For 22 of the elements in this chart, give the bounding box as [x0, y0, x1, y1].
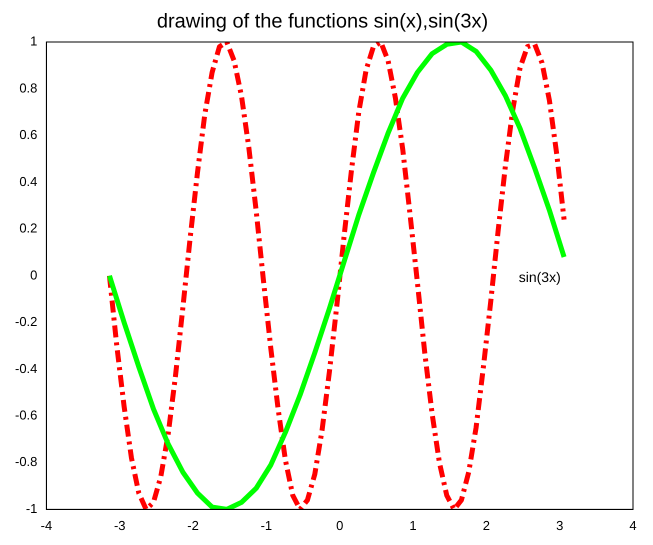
y-tick-label: -0.2 — [14, 314, 38, 330]
x-tick-label: 1 — [409, 518, 417, 533]
y-tick-label: -1 — [26, 500, 38, 516]
y-tick-label: -0.6 — [14, 408, 38, 422]
x-tick-label: -1 — [260, 518, 272, 533]
x-tick-label: 4 — [629, 518, 637, 533]
x-tick-label: -3 — [114, 518, 126, 533]
chart-title: drawing of the functions sin(x),sin(3x) — [156, 10, 488, 33]
x-tick-label: 0 — [336, 518, 344, 533]
x-tick-label: 2 — [482, 518, 490, 533]
y-tick-label: -0.4 — [14, 360, 38, 376]
y-tick-label: 1 — [30, 34, 38, 49]
x-tick-label: -2 — [187, 518, 199, 533]
y-tick-label: -0.8 — [14, 454, 38, 470]
x-tick-label: -4 — [40, 518, 52, 533]
x-tick-label: 3 — [556, 518, 564, 533]
y-tick-label: 0.4 — [19, 174, 38, 189]
y-tick-label: 0.8 — [19, 80, 38, 96]
annotation: sin(3x) — [518, 268, 561, 285]
y-tick-label: 0.2 — [19, 220, 38, 236]
y-tick-label: 0.6 — [19, 127, 38, 142]
y-tick-label: 0 — [30, 267, 38, 282]
